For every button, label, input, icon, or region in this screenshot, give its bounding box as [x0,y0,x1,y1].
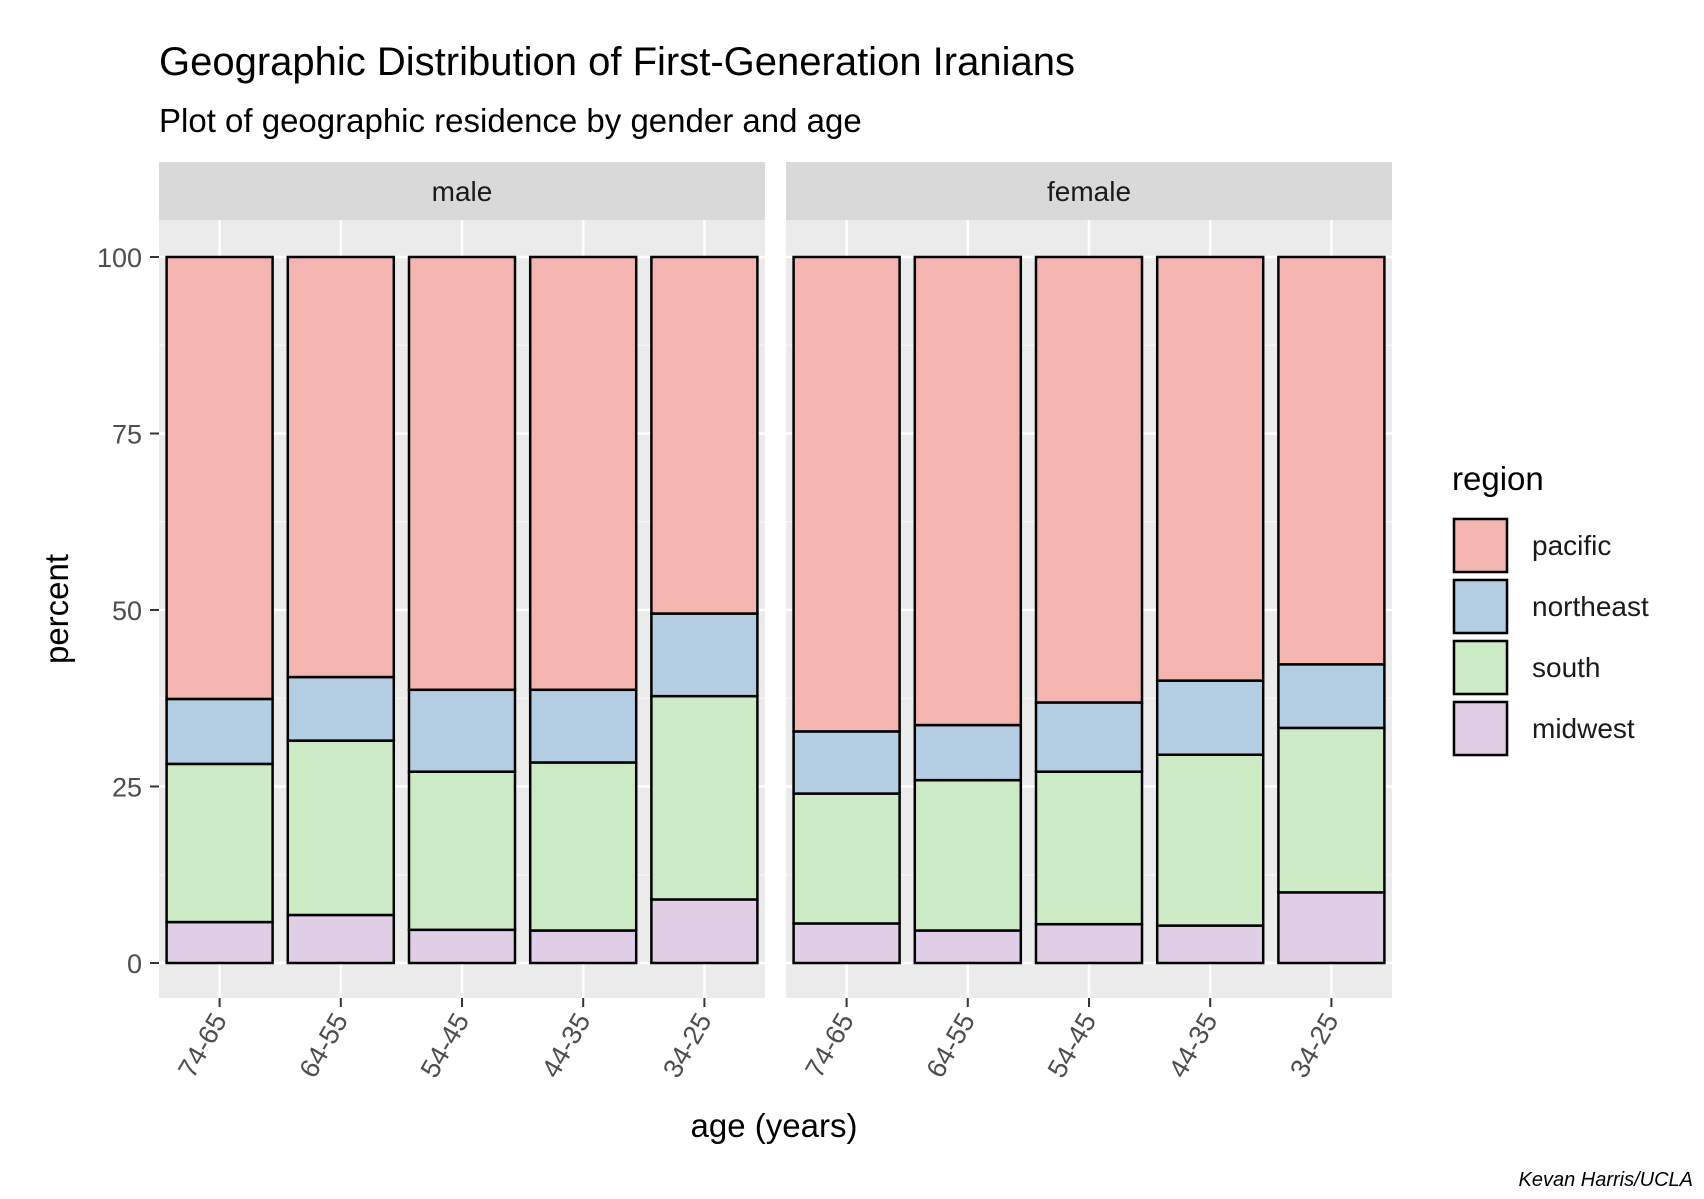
bar-segment-northeast [165,697,274,766]
legend-label: south [1532,652,1601,683]
bar-segment-midwest [407,928,517,965]
bar-segment-south [913,778,1023,932]
legend-label: midwest [1532,713,1635,744]
bar-segment-south [792,792,901,925]
bar-stack-male-54-45 [407,255,517,965]
bar-segment-pacific [1034,255,1144,704]
bar-segment-south [165,762,274,924]
bar-stack-male-34-25 [650,255,759,965]
bar-segment-midwest [792,922,901,965]
bar-segment-south [1034,770,1144,926]
facet-strip [786,162,1392,220]
bar-segment-midwest [650,898,759,965]
bar-segment-pacific [165,255,274,701]
bar-segment-northeast [1034,701,1144,773]
panels-layer: male 74-65 64-55 54-45 44-35 34-25 female 74-65… [97,162,1392,1083]
bar-segment-midwest [1277,891,1386,965]
bar-stack-female-34-25 [1277,255,1386,965]
bar-segment-south [1277,726,1386,894]
bar-segment-northeast [286,675,396,742]
legend-key-northeast [1452,578,1509,635]
legend-item-northeast: northeast [1452,578,1649,635]
x-tick-label: 54-45 [415,1008,476,1083]
x-tick-label: 34-25 [657,1008,718,1083]
legend-item-pacific: pacific [1452,517,1611,574]
y-tick-label: 50 [112,596,142,626]
bar-segment-northeast [1277,663,1386,730]
bar-segment-midwest [286,913,396,965]
bar-stack-male-44-35 [528,255,638,965]
bar-segment-pacific [792,255,901,733]
legend-item-south: south [1452,639,1601,696]
bar-segment-midwest [165,920,274,965]
facet-panel-female: female 74-65 64-55 54-45 44-35 34-25 [786,162,1392,1083]
legend-label: northeast [1532,591,1649,622]
chart-title: Geographic Distribution of First-Generat… [159,40,1075,84]
x-tick-label: 64-55 [293,1008,354,1083]
bar-segment-south [1155,753,1265,927]
x-tick-label: 34-25 [1284,1008,1345,1083]
x-tick-label: 74-65 [172,1008,233,1083]
chart-subtitle: Plot of geographic residence by gender a… [159,102,862,139]
bar-segment-south [650,694,759,901]
caption: Kevan Harris/UCLA [1518,1169,1693,1191]
bar-stack-female-64-55 [913,255,1023,965]
bar-stack-male-74-65 [165,255,274,965]
bar-stack-female-74-65 [792,255,901,965]
bar-segment-midwest [1034,922,1144,965]
x-tick-label: 74-65 [799,1008,860,1083]
bar-stack-female-44-35 [1155,255,1265,965]
x-tick-label: 64-55 [920,1008,981,1083]
bar-segment-northeast [1155,679,1265,756]
bar-segment-south [286,739,396,917]
x-tick-label: 44-35 [536,1008,597,1083]
bar-stack-female-54-45 [1034,255,1144,965]
bar-segment-pacific [650,255,759,615]
legend-key-south [1452,639,1509,696]
y-tick-label: 75 [112,420,142,450]
bar-segment-northeast [528,688,638,764]
y-tick-label: 100 [97,243,142,273]
legend-label: pacific [1532,530,1611,561]
bar-segment-pacific [407,255,517,692]
bar-segment-pacific [1277,255,1386,666]
bar-segment-midwest [913,929,1023,965]
y-axis: 0 25 50 75 100 [97,243,159,979]
bar-segment-northeast [650,612,759,698]
bar-stack-male-64-55 [286,255,396,965]
bar-segment-pacific [913,255,1023,727]
bar-segment-pacific [528,255,638,692]
legend-key-pacific [1452,517,1509,574]
y-tick-label: 0 [127,949,142,979]
facet-strip-label: male [432,176,493,207]
bar-segment-midwest [1155,924,1265,965]
bar-segment-midwest [528,929,638,965]
y-axis-label: percent [38,554,75,664]
legend-item-midwest: midwest [1452,700,1635,757]
bar-segment-south [528,761,638,932]
legend-key-midwest [1452,700,1509,757]
bar-segment-pacific [1155,255,1265,682]
bar-segment-northeast [913,723,1023,782]
bar-segment-pacific [286,255,396,679]
bar-segment-northeast [407,688,517,773]
x-tick-label: 44-35 [1163,1008,1224,1083]
bar-segment-northeast [792,730,901,795]
y-tick-label: 25 [112,773,142,803]
legend: pacific northeast south midwest [1452,517,1649,757]
facet-strip-label: female [1047,176,1131,207]
bar-segment-south [407,770,517,932]
facet-panel-male: male 74-65 64-55 54-45 44-35 34-25 [159,162,765,1083]
facet-strip [159,162,765,220]
x-tick-label: 54-45 [1042,1008,1103,1083]
legend-title: region [1452,460,1544,497]
x-axis-label: age (years) [691,1107,858,1144]
